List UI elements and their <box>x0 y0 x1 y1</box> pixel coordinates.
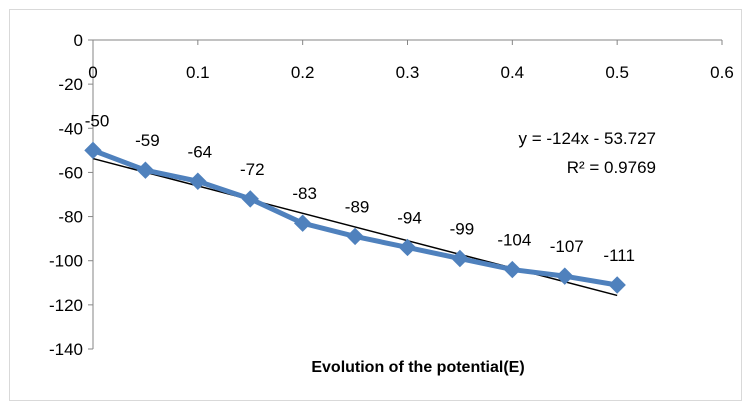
data-label: -107 <box>550 237 584 256</box>
data-label: -50 <box>85 111 110 130</box>
x-axis-title: Evolution of the potential(E) <box>311 359 524 376</box>
data-point <box>137 162 153 178</box>
y-tick-label: -120 <box>49 296 83 315</box>
x-tick-label: 0.2 <box>291 63 315 82</box>
data-point <box>85 142 101 158</box>
axes <box>88 40 722 349</box>
data-label: -64 <box>188 142 213 161</box>
data-label: -83 <box>292 184 317 203</box>
x-tick-label: 0.3 <box>396 63 420 82</box>
series-line <box>93 150 617 285</box>
data-label: -94 <box>397 208 422 227</box>
x-tick-label: 0 <box>88 63 97 82</box>
y-tick-label: -140 <box>49 340 83 359</box>
y-tick-label: -100 <box>49 252 83 271</box>
x-tick-label: 0.5 <box>605 63 629 82</box>
x-tick-label: 0.1 <box>186 63 210 82</box>
data-point <box>242 191 258 207</box>
y-tick-label: -20 <box>58 75 83 94</box>
x-tick-label: 0.4 <box>501 63 525 82</box>
trendline-equation: y = -124x - 53.727 <box>518 129 656 148</box>
y-tick-label: -40 <box>58 119 83 138</box>
data-label: -59 <box>135 131 160 150</box>
data-label: -89 <box>345 197 370 216</box>
trendline-r-squared: R² = 0.9769 <box>567 158 656 177</box>
data-point <box>609 277 625 293</box>
data-point <box>347 228 363 244</box>
data-point <box>504 262 520 278</box>
data-label: -99 <box>450 220 475 239</box>
series-group <box>85 142 625 293</box>
y-tick-label: 0 <box>74 31 83 50</box>
data-point <box>295 215 311 231</box>
data-point <box>557 268 573 284</box>
x-tick-label: 0.6 <box>710 63 734 82</box>
y-tick-labels: 0 -20 -40 -60 -80 -100 -120 -140 <box>49 31 83 359</box>
data-label: -104 <box>497 231 531 250</box>
x-tick-labels: 0 0.1 0.2 0.3 0.4 0.5 0.6 <box>88 63 734 82</box>
data-label: -111 <box>603 246 635 265</box>
y-tick-label: -80 <box>58 208 83 227</box>
y-tick-label: -60 <box>58 163 83 182</box>
data-label: -72 <box>240 160 265 179</box>
